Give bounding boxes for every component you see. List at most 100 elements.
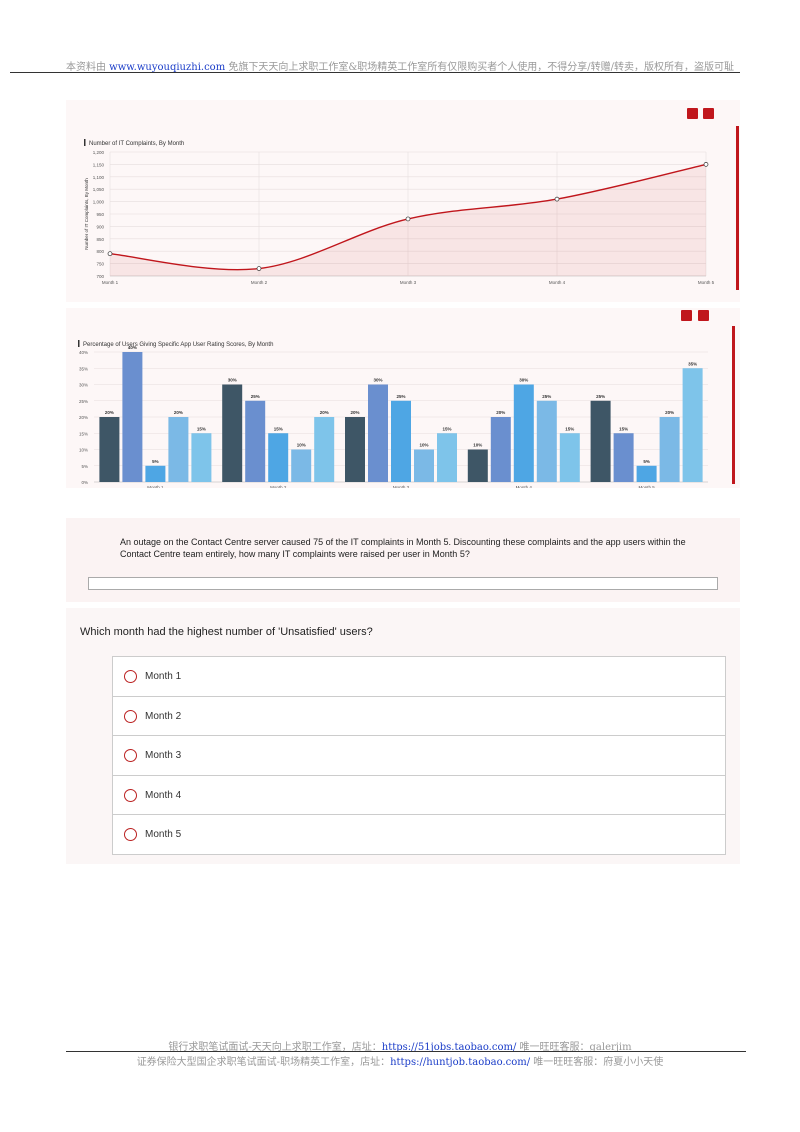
bar (613, 433, 634, 482)
answer-input[interactable] (88, 577, 718, 590)
value-label: 20% (320, 410, 329, 415)
value-label: 10% (419, 443, 428, 448)
value-label: 30% (228, 378, 237, 383)
side-bar (732, 326, 735, 484)
option-row[interactable]: Month 3 (112, 735, 726, 776)
bar (559, 433, 580, 482)
radio-button[interactable] (124, 709, 137, 723)
y-tick-label: 700 (96, 274, 104, 279)
bar (345, 417, 365, 482)
y-tick-label: 30% (79, 383, 88, 388)
value-label: 20% (665, 410, 674, 415)
expand-button[interactable] (687, 108, 698, 119)
y-tick-label: 1,150 (93, 162, 105, 167)
bar (168, 417, 189, 482)
bar (467, 449, 488, 482)
point (107, 251, 113, 257)
x-tick-label: Month 1 (147, 485, 164, 488)
bar (145, 465, 166, 482)
question-panel: Which month had the highest number of 'U… (66, 608, 740, 864)
y-tick-label: 1,100 (93, 175, 105, 180)
value-label: 40% (128, 345, 137, 350)
y-tick-label: 20% (79, 415, 88, 420)
value-label: 20% (496, 410, 505, 415)
header: 本资料由 www.wuyouqiuzhi.com 免旗下天天向上求职工作室&职场… (0, 58, 800, 73)
bar (191, 433, 212, 482)
footer-rule (66, 1051, 746, 1052)
option-row[interactable]: Month 2 (112, 695, 726, 737)
y-tick-label: 35% (79, 366, 88, 371)
y-tick-label: 40% (79, 350, 88, 355)
header-text: 免旗下天天向上求职工作室&职场精英工作室所有仅限购买者个人使用，不得分享/转赠/… (225, 62, 735, 73)
radio-button[interactable] (124, 788, 137, 802)
bar (99, 417, 120, 482)
title-marker (78, 340, 80, 347)
value-label: 15% (197, 426, 206, 431)
bar (391, 400, 411, 482)
y-tick-label: 0% (81, 480, 88, 485)
y-tick-label: 950 (96, 212, 104, 217)
close-button[interactable] (698, 310, 709, 321)
footer-link[interactable]: https://51jobs.taobao.com/ (381, 1042, 517, 1053)
footer-link[interactable]: https://huntjob.taobao.com/ (390, 1057, 531, 1068)
side-bar (736, 126, 739, 290)
title-marker (84, 139, 86, 146)
bar (268, 433, 289, 482)
bar (122, 352, 143, 482)
bar (222, 384, 243, 482)
footer-text: 唯一旺旺客服：府夏小小天使 (530, 1057, 664, 1068)
point (405, 216, 411, 222)
header-link[interactable]: www.wuyouqiuzhi.com (109, 62, 226, 73)
y-tick-label: 1,000 (93, 200, 105, 205)
question-panel: An outage on the Contact Centre server c… (66, 518, 740, 602)
x-tick-label: Month 4 (549, 280, 566, 285)
bar (368, 384, 388, 482)
footer-text: 唯一旺旺客服：galerjim (516, 1042, 632, 1053)
bar (291, 449, 312, 482)
close-button[interactable] (703, 108, 714, 119)
y-tick-label: 15% (79, 431, 88, 436)
bar (437, 433, 457, 482)
option-row[interactable]: Month 5 (112, 814, 726, 855)
question-text: Which month had the highest number of 'U… (80, 626, 373, 638)
bar-chart: Percentage of Users Giving Specific App … (66, 308, 740, 488)
bar (682, 368, 703, 482)
radio-button[interactable] (124, 670, 137, 683)
option-label: Month 1 (145, 671, 182, 682)
value-label: 15% (274, 426, 283, 431)
point (703, 162, 709, 167)
value-label: 25% (542, 394, 551, 399)
value-label: 30% (519, 378, 528, 383)
x-tick-label: Month 3 (400, 280, 417, 285)
bar (314, 417, 335, 482)
y-tick-label: 1,050 (93, 187, 105, 192)
bar (659, 417, 680, 482)
option-label: Month 3 (145, 750, 182, 761)
x-tick-label: Month 3 (393, 485, 410, 488)
question-text: An outage on the Contact Centre server c… (120, 537, 686, 559)
bar (414, 449, 434, 482)
value-label: 5% (643, 459, 650, 464)
value-label: 25% (596, 394, 605, 399)
chart-title: Percentage of Users Giving Specific App … (83, 342, 273, 348)
footer: 银行求职笔试面试-天天向上求职工作室，店址：https://51jobs.tao… (0, 1038, 800, 1053)
value-label: 25% (396, 394, 405, 399)
header-text: 本资料由 (65, 62, 110, 73)
radio-button[interactable] (124, 828, 137, 841)
x-tick-label: Month 5 (698, 280, 715, 285)
option-label: Month 5 (145, 829, 182, 840)
y-tick-label: 800 (96, 249, 104, 254)
value-label: 15% (565, 426, 574, 431)
value-label: 25% (251, 394, 260, 399)
bar (490, 417, 511, 482)
option-row[interactable]: Month 1 (112, 656, 726, 697)
option-row[interactable]: Month 4 (112, 774, 726, 816)
value-label: 15% (442, 426, 451, 431)
value-label: 5% (152, 459, 159, 464)
expand-button[interactable] (681, 310, 692, 321)
radio-button[interactable] (124, 749, 137, 762)
value-label: 20% (105, 410, 114, 415)
y-axis-title: Number of IT Complaints, By Month (84, 178, 89, 250)
x-tick-label: Month 1 (102, 280, 119, 285)
